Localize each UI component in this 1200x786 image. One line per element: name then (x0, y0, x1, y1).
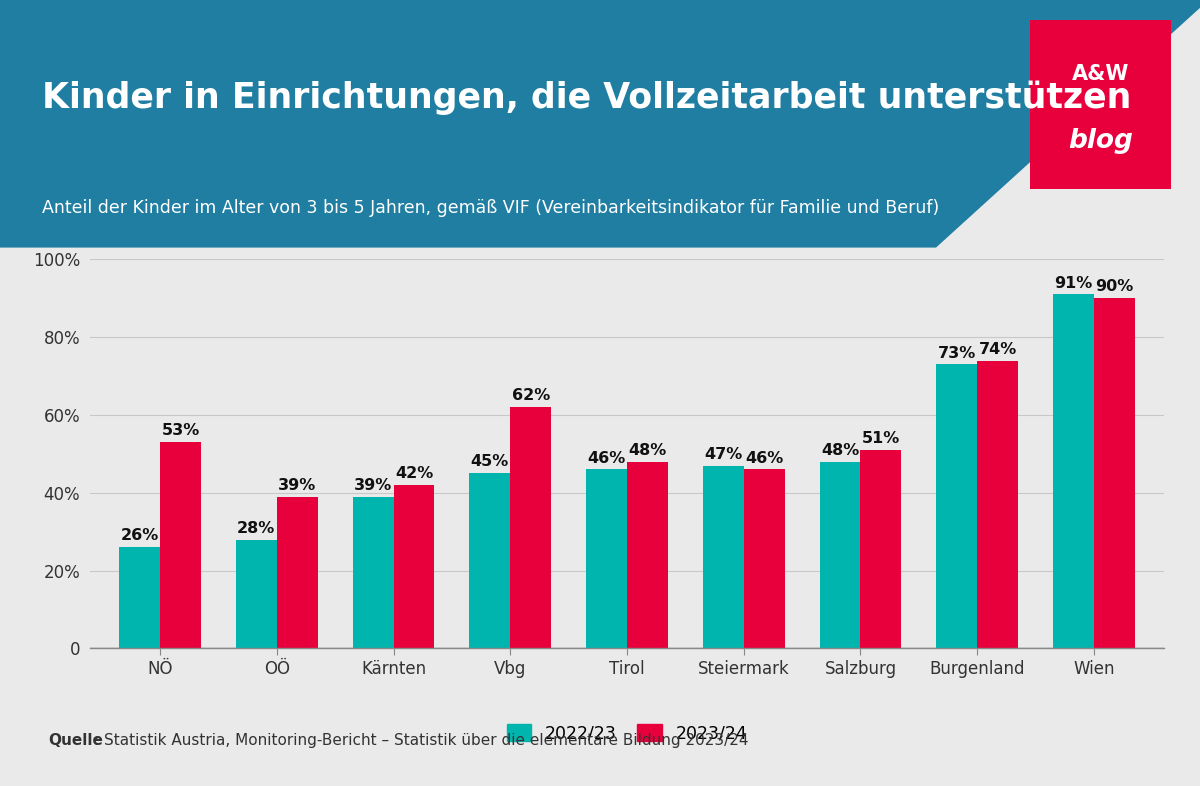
Text: Quelle: Quelle (48, 733, 103, 748)
Text: blog: blog (1068, 128, 1133, 154)
Text: 51%: 51% (862, 432, 900, 446)
Bar (277, 497, 318, 648)
Text: 47%: 47% (704, 446, 743, 461)
Text: 73%: 73% (937, 346, 976, 361)
Bar (820, 461, 860, 648)
Text: A&W: A&W (1072, 64, 1129, 84)
Bar (160, 443, 200, 648)
Text: 46%: 46% (588, 450, 625, 465)
Bar (703, 465, 744, 648)
Text: : Statistik Austria, Monitoring-Bericht – Statistik über die elementare Bildung : : Statistik Austria, Monitoring-Bericht … (94, 733, 748, 748)
Text: 46%: 46% (745, 450, 784, 465)
FancyBboxPatch shape (1030, 20, 1171, 189)
Bar (469, 473, 510, 648)
Bar (510, 407, 551, 648)
Polygon shape (0, 0, 1200, 248)
Text: 90%: 90% (1096, 279, 1134, 295)
Text: 74%: 74% (978, 342, 1016, 357)
Bar (860, 450, 901, 648)
Text: 28%: 28% (238, 520, 276, 535)
Bar (236, 539, 277, 648)
Bar (586, 469, 628, 648)
Bar (977, 361, 1018, 648)
Bar (1094, 298, 1135, 648)
Text: Kinder in Einrichtungen, die Vollzeitarbeit unterstützen: Kinder in Einrichtungen, die Vollzeitarb… (42, 81, 1132, 116)
Legend: 2022/23, 2023/24: 2022/23, 2023/24 (499, 718, 755, 750)
Bar (744, 469, 785, 648)
Text: 62%: 62% (511, 388, 550, 403)
Bar (394, 485, 434, 648)
Text: 45%: 45% (470, 454, 509, 469)
Text: Anteil der Kinder im Alter von 3 bis 5 Jahren, gemäß VIF (Vereinbarkeitsindikato: Anteil der Kinder im Alter von 3 bis 5 J… (42, 200, 940, 217)
Text: 48%: 48% (821, 443, 859, 457)
Bar (119, 547, 160, 648)
Bar (1054, 295, 1094, 648)
Text: 39%: 39% (278, 478, 317, 493)
Text: 48%: 48% (629, 443, 666, 457)
Text: 53%: 53% (161, 424, 199, 439)
Text: 42%: 42% (395, 466, 433, 481)
Bar (936, 365, 977, 648)
Text: 91%: 91% (1055, 276, 1093, 291)
Text: 39%: 39% (354, 478, 392, 493)
Text: 26%: 26% (120, 528, 158, 543)
Bar (353, 497, 394, 648)
Bar (628, 461, 668, 648)
